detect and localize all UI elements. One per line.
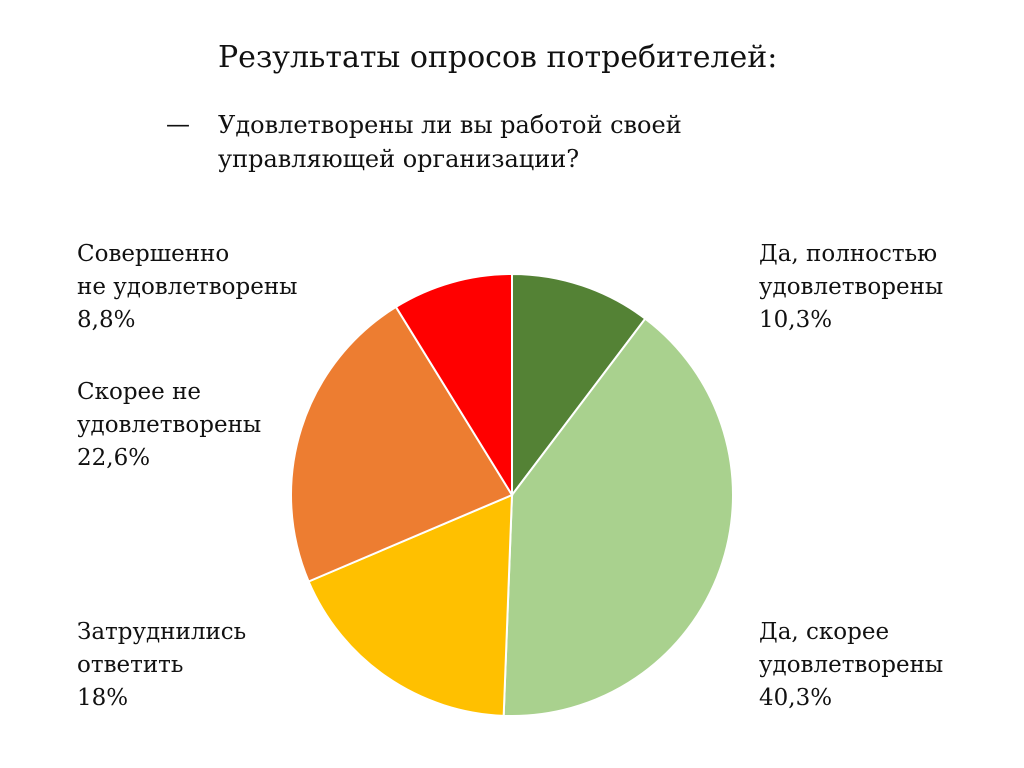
slice-value-label: 8,8% xyxy=(77,307,136,333)
slice-label-line-2: удовлетворены xyxy=(759,274,944,300)
slice-label-line-1: Совершенно xyxy=(77,241,230,267)
slice-label-line-1: Скорее не xyxy=(77,379,202,405)
slice-label-line-2: удовлетворены xyxy=(759,652,944,678)
slice-label-fully-satisfied: Да, полностью удовлетворены 10,3% xyxy=(759,238,943,337)
pie-slice-rather-satisfied xyxy=(502,317,734,717)
pie-slice-undecided xyxy=(307,493,514,717)
pie-slice-fully-satisfied xyxy=(511,272,647,498)
slice-label-completely-unsatisfied: Совершенно не удовлетворены 8,8% xyxy=(77,238,297,337)
slice-label-line-1: Затруднились xyxy=(77,619,247,645)
slice-value-label: 40,3% xyxy=(759,685,833,711)
slice-label-line-1: Да, полностью xyxy=(759,241,938,267)
pie-slice-completely-unsatisfied xyxy=(394,272,513,499)
slice-label-line-1: Да, скорее xyxy=(759,619,890,645)
slice-value-label: 18% xyxy=(77,685,129,711)
survey-question-line-2: управляющей организации? xyxy=(218,145,580,173)
slice-value-label: 22,6% xyxy=(77,445,151,471)
page-title: Результаты опросов потребителей: xyxy=(218,40,778,75)
survey-question-line-1: Удовлетворены ли вы работой своей xyxy=(218,111,682,139)
slice-value-label: 10,3% xyxy=(759,307,833,333)
slice-label-line-2: удовлетворены xyxy=(77,412,262,438)
bullet-dash: — xyxy=(166,110,190,138)
slice-label-line-2: ответить xyxy=(77,652,184,678)
slice-label-rather-unsatisfied: Скорее не удовлетворены 22,6% xyxy=(77,376,261,475)
slice-label-rather-satisfied: Да, скорее удовлетворены 40,3% xyxy=(759,616,943,715)
slice-label-line-2: не удовлетворены xyxy=(77,274,298,300)
pie-slice-rather-unsatisfied xyxy=(290,305,514,583)
slice-label-undecided: Затруднились ответить 18% xyxy=(77,616,246,715)
survey-question: Удовлетворены ли вы работой своей управл… xyxy=(218,108,738,176)
